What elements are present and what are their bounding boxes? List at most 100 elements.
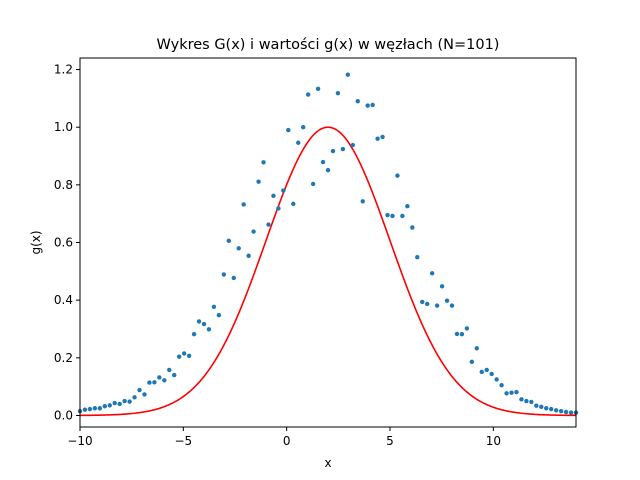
data-point [102,404,108,409]
data-point [395,173,400,178]
y-tick-label: 0.8 [54,178,73,192]
data-point [236,246,241,251]
data-point [385,212,390,218]
y-tick-label: 1.0 [54,120,73,134]
data-point [568,410,574,415]
data-point [355,99,360,104]
data-point [415,255,420,260]
data-point [469,359,475,365]
data-point [420,299,425,305]
curve-layer [79,126,577,417]
x-tick-label: −10 [67,434,92,448]
x-tick-label: 0 [283,434,291,448]
data-point [429,271,435,276]
data-point [201,321,207,327]
data-point [370,102,375,108]
data-point [315,86,321,92]
x-tick-label: 5 [386,434,394,448]
data-point [286,127,291,133]
data-point [390,213,395,219]
y-tick-label: 0.6 [54,236,73,250]
data-point [246,253,251,258]
y-axis-label: g(x) [29,230,43,254]
data-point [340,146,346,152]
data-point [281,188,286,193]
data-point [256,179,261,184]
data-point [167,367,172,373]
data-point [266,222,271,227]
data-point [553,408,559,413]
data-point [325,167,331,173]
data-point [162,378,167,383]
chart-title: Wykres G(x) i wartości g(x) w węzłach (N… [157,37,500,53]
data-point [157,375,162,380]
data-point [117,401,122,407]
x-tick-label: 10 [486,434,501,448]
data-point [405,203,410,209]
gaussian-curve-line [79,126,577,417]
data-point [320,159,326,165]
data-point [365,103,370,108]
data-point [539,404,544,410]
data-point [107,403,112,408]
data-point [563,409,569,415]
data-point [211,304,217,309]
data-point [296,140,301,145]
data-point [97,406,103,411]
points-layer [77,72,579,415]
data-point [291,201,296,207]
data-point [444,298,450,303]
data-point [137,387,142,393]
data-point [127,399,132,404]
data-point [514,389,519,395]
data-point [534,403,539,408]
data-point [221,272,227,277]
data-point [439,284,445,289]
y-tick-label: 0.0 [54,408,73,422]
data-point [504,391,509,396]
data-point [489,371,494,377]
data-point [216,312,222,318]
data-point [410,225,415,230]
y-tick-label: 1.2 [54,63,73,77]
data-point [425,301,430,307]
data-point [301,124,306,130]
data-point [132,395,137,400]
data-point [499,383,504,388]
data-point [529,399,534,405]
data-point [191,331,197,337]
data-point [271,193,276,198]
data-point [186,353,192,358]
data-point [172,372,177,378]
x-tick-label: −5 [174,434,192,448]
y-tick-label: 0.2 [54,351,73,365]
data-point [142,392,147,397]
data-point [226,238,231,243]
data-point [206,327,212,332]
data-point [558,408,564,414]
data-point [350,142,355,148]
data-point [87,406,93,412]
data-point [152,380,157,385]
data-point [122,398,127,404]
data-point [494,377,499,382]
y-axis: 0.0 0.2 0.4 0.6 0.8 1.0 1.2 [54,63,80,422]
data-point [196,319,202,324]
data-point [380,134,385,140]
data-point [519,397,524,402]
x-axis-label: x [324,456,331,470]
data-point [92,406,98,411]
data-point [474,346,479,351]
data-point [305,92,311,97]
data-point [484,367,489,373]
data-point [434,303,440,308]
data-point [454,331,460,337]
data-point [82,407,88,412]
data-point [276,206,281,211]
data-point [251,229,256,234]
data-point [544,406,549,411]
data-point [177,354,182,359]
data-point [261,160,266,165]
data-point [449,303,455,308]
